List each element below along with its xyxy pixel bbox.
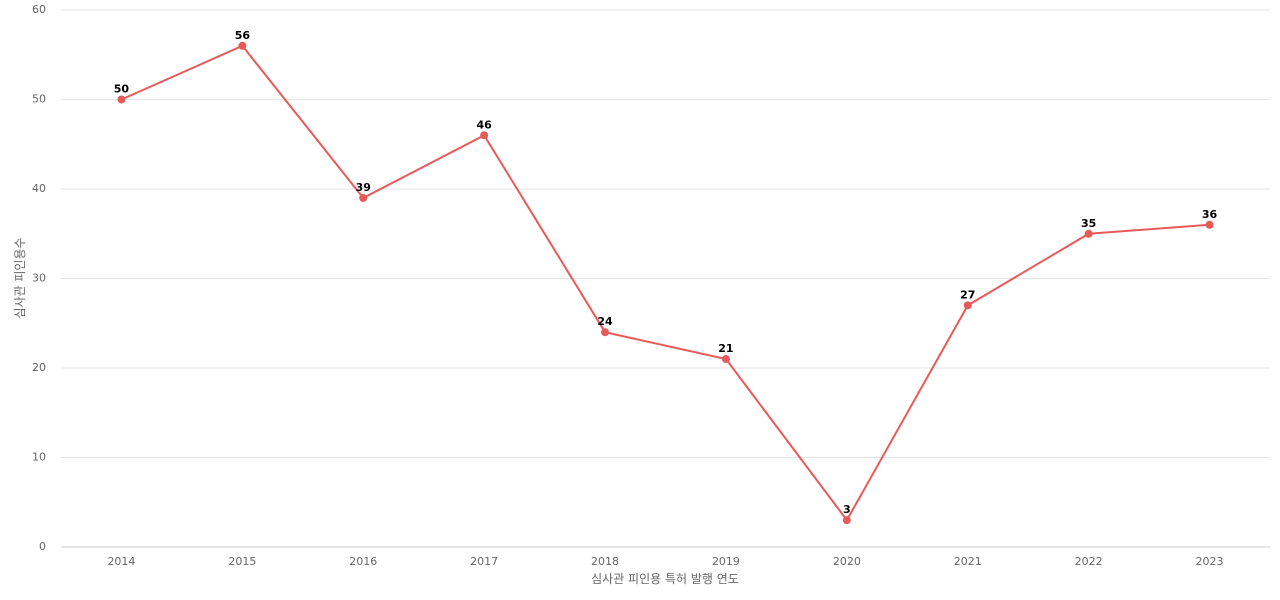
x-tick-label: 2021 (954, 555, 982, 568)
data-label: 46 (476, 118, 492, 131)
x-tick-label: 2016 (349, 555, 377, 568)
data-label: 50 (114, 83, 130, 96)
data-point[interactable] (963, 301, 972, 310)
grid-layer (61, 9, 1270, 548)
x-tick-label: 2023 (1196, 555, 1224, 568)
data-point[interactable] (480, 131, 489, 140)
y-axis-title: 심사관 피인용수 (13, 237, 27, 318)
y-tick-label: 10 (32, 451, 46, 464)
data-label: 36 (1202, 208, 1218, 221)
data-label: 39 (356, 181, 371, 194)
data-label: 27 (960, 288, 975, 301)
x-tick-label: 2015 (228, 555, 256, 568)
data-point[interactable] (238, 41, 247, 50)
x-tick-label: 2018 (591, 555, 619, 568)
data-label: 56 (235, 29, 251, 42)
data-label: 3 (843, 503, 851, 516)
data-label: 24 (597, 315, 613, 328)
data-labels: 50 56 39 46 24 21 3 27 35 36 (114, 29, 1218, 516)
x-tick-label: 2019 (712, 555, 740, 568)
y-tick-label: 0 (39, 540, 46, 553)
x-tick-label: 2020 (833, 555, 861, 568)
data-point[interactable] (359, 193, 368, 202)
series-line (121, 44, 1210, 522)
data-point[interactable] (1205, 220, 1214, 229)
x-tick-label: 2017 (470, 555, 498, 568)
data-label: 35 (1081, 217, 1096, 230)
series-layer (117, 41, 1214, 525)
data-point[interactable] (842, 516, 851, 525)
data-point[interactable] (601, 328, 610, 337)
x-axis-title: 심사관 피인용 특허 발행 연도 (591, 571, 739, 586)
data-point[interactable] (117, 95, 126, 104)
y-tick-label: 30 (32, 272, 46, 285)
y-tick-label: 40 (32, 182, 46, 195)
x-tick-labels: 2014 2015 2016 2017 2018 2019 2020 2021 2022 2023 (107, 555, 1223, 568)
y-tick-label: 20 (32, 361, 46, 374)
data-point[interactable] (1084, 229, 1093, 238)
y-tick-labels: 0 10 20 30 40 50 60 (32, 3, 46, 553)
x-tick-label: 2022 (1075, 555, 1103, 568)
data-label: 21 (718, 342, 733, 355)
x-tick-label: 2014 (107, 555, 135, 568)
y-tick-label: 50 (32, 93, 46, 106)
data-point[interactable] (721, 355, 730, 364)
y-tick-label: 60 (32, 3, 46, 16)
